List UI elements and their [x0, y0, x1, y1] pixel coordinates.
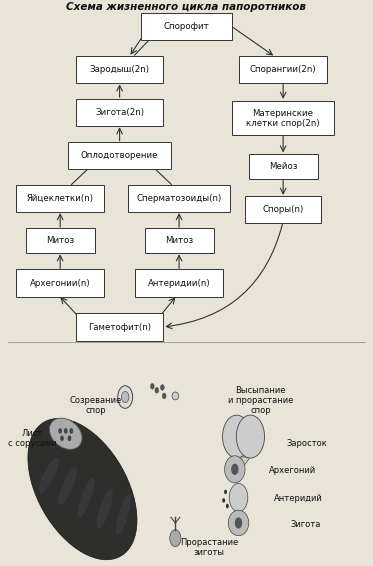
Circle shape: [155, 388, 159, 393]
Text: Спорофит: Спорофит: [164, 22, 209, 31]
Ellipse shape: [225, 456, 245, 483]
FancyBboxPatch shape: [239, 56, 327, 83]
FancyBboxPatch shape: [76, 56, 163, 83]
Ellipse shape: [39, 457, 59, 493]
Ellipse shape: [116, 494, 131, 535]
Ellipse shape: [170, 530, 181, 547]
FancyBboxPatch shape: [232, 101, 335, 135]
Ellipse shape: [49, 418, 82, 449]
FancyBboxPatch shape: [245, 196, 322, 223]
FancyBboxPatch shape: [16, 185, 104, 212]
Text: Зигота(2n): Зигота(2n): [95, 108, 144, 117]
Ellipse shape: [28, 418, 137, 560]
Circle shape: [68, 435, 71, 441]
Text: Антеридии(n): Антеридии(n): [148, 278, 210, 288]
Text: Зигота: Зигота: [290, 520, 321, 529]
Text: Мейоз: Мейоз: [269, 162, 297, 171]
FancyBboxPatch shape: [135, 269, 223, 297]
Circle shape: [223, 415, 251, 458]
Ellipse shape: [58, 468, 77, 505]
Text: Оплодотворение: Оплодотворение: [81, 151, 159, 160]
Text: Материнские
клетки спор(2n): Материнские клетки спор(2n): [246, 109, 320, 128]
Polygon shape: [236, 457, 250, 466]
Ellipse shape: [228, 511, 249, 535]
Text: Архегонии(n): Архегонии(n): [30, 278, 91, 288]
Circle shape: [58, 428, 62, 434]
Circle shape: [118, 386, 133, 408]
Text: Митоз: Митоз: [46, 236, 74, 245]
Circle shape: [60, 435, 64, 441]
Text: Заросток: Заросток: [287, 439, 328, 448]
Circle shape: [235, 517, 242, 529]
Circle shape: [236, 415, 264, 458]
Text: Архегоний: Архегоний: [269, 466, 316, 475]
FancyBboxPatch shape: [16, 269, 104, 297]
Circle shape: [226, 504, 229, 508]
Text: Зародыш(2n): Зародыш(2n): [90, 65, 150, 74]
Ellipse shape: [97, 488, 113, 529]
Text: Схема жизненного цикла папоротников: Схема жизненного цикла папоротников: [66, 2, 307, 12]
FancyBboxPatch shape: [144, 228, 214, 253]
Circle shape: [64, 428, 68, 434]
Text: Антеридий: Антеридий: [274, 494, 322, 503]
Ellipse shape: [78, 478, 95, 517]
Text: Созревание
спор: Созревание спор: [69, 396, 122, 415]
Text: Спорангии(2n): Спорангии(2n): [250, 65, 316, 74]
Text: Высыпание
и прорастание
спор: Высыпание и прорастание спор: [228, 385, 294, 415]
Circle shape: [162, 393, 166, 398]
FancyBboxPatch shape: [128, 185, 231, 212]
Circle shape: [231, 464, 238, 475]
Text: Гаметофит(n): Гаметофит(n): [88, 323, 151, 332]
FancyBboxPatch shape: [248, 155, 318, 179]
Circle shape: [122, 392, 129, 402]
Circle shape: [224, 490, 227, 494]
Circle shape: [69, 428, 73, 434]
Text: Сперматозоиды(n): Сперматозоиды(n): [137, 194, 222, 203]
Text: Яйцеклетки(n): Яйцеклетки(n): [26, 194, 94, 203]
FancyBboxPatch shape: [68, 142, 171, 169]
FancyBboxPatch shape: [141, 12, 232, 40]
FancyBboxPatch shape: [26, 228, 95, 253]
FancyBboxPatch shape: [76, 314, 163, 341]
Text: Споры(n): Споры(n): [263, 205, 304, 214]
Circle shape: [229, 483, 248, 512]
Circle shape: [222, 498, 225, 503]
Text: Прорастание
зиготы: Прорастание зиготы: [180, 538, 238, 557]
Text: Лист
с сорусами: Лист с сорусами: [8, 428, 57, 448]
Circle shape: [150, 384, 154, 389]
FancyBboxPatch shape: [76, 99, 163, 126]
Ellipse shape: [172, 392, 179, 400]
Circle shape: [160, 385, 164, 391]
Text: Митоз: Митоз: [165, 236, 193, 245]
